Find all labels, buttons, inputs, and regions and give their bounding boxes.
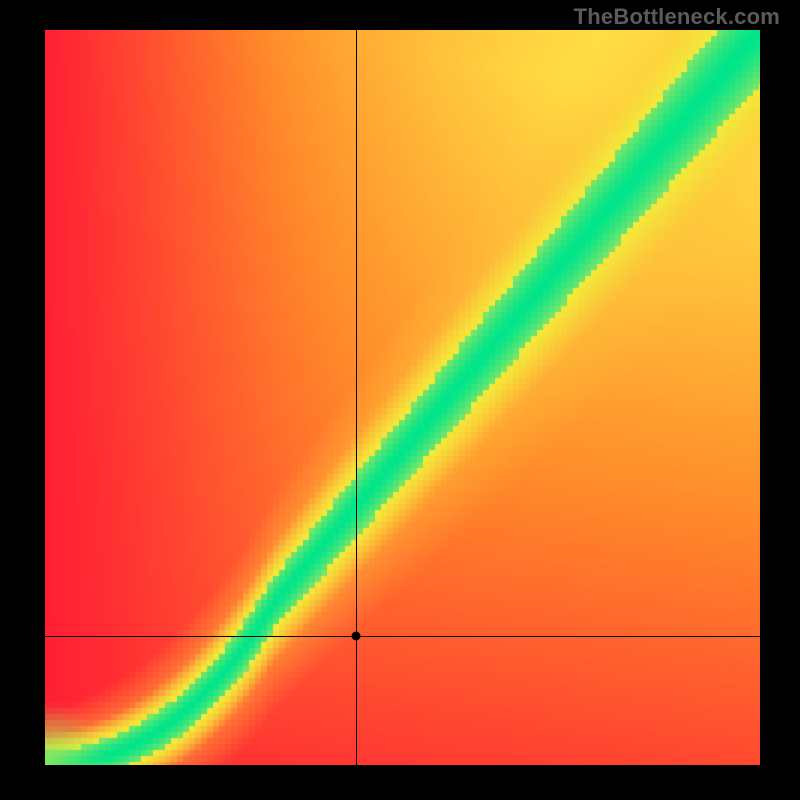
watermark-text: TheBottleneck.com: [574, 4, 780, 30]
crosshair-horizontal: [45, 636, 760, 637]
crosshair-marker: [352, 632, 361, 641]
heatmap-canvas: [45, 30, 760, 765]
chart-container: TheBottleneck.com: [0, 0, 800, 800]
crosshair-vertical: [356, 30, 357, 765]
plot-frame: [45, 30, 760, 765]
